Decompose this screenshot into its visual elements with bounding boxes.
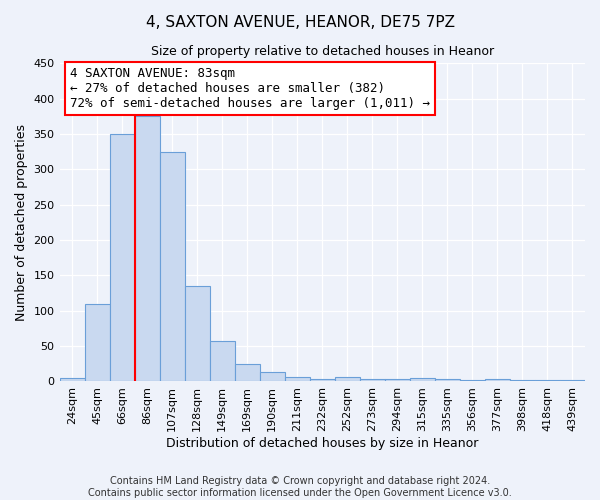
Text: 4 SAXTON AVENUE: 83sqm
← 27% of detached houses are smaller (382)
72% of semi-de: 4 SAXTON AVENUE: 83sqm ← 27% of detached… xyxy=(70,66,430,110)
Bar xyxy=(435,378,460,382)
Bar xyxy=(335,377,360,382)
Bar xyxy=(134,116,160,382)
Bar xyxy=(285,377,310,382)
Bar xyxy=(85,304,110,382)
Bar xyxy=(510,380,535,382)
Bar xyxy=(185,286,209,382)
X-axis label: Distribution of detached houses by size in Heanor: Distribution of detached houses by size … xyxy=(166,437,478,450)
Bar xyxy=(260,372,285,382)
Title: Size of property relative to detached houses in Heanor: Size of property relative to detached ho… xyxy=(151,45,494,58)
Y-axis label: Number of detached properties: Number of detached properties xyxy=(15,124,28,321)
Bar xyxy=(59,378,85,382)
Bar xyxy=(160,152,185,382)
Bar xyxy=(310,378,335,382)
Bar xyxy=(209,341,235,382)
Bar xyxy=(535,380,560,382)
Bar xyxy=(360,378,385,382)
Bar xyxy=(485,380,510,382)
Bar xyxy=(385,378,410,382)
Text: Contains HM Land Registry data © Crown copyright and database right 2024.
Contai: Contains HM Land Registry data © Crown c… xyxy=(88,476,512,498)
Text: 4, SAXTON AVENUE, HEANOR, DE75 7PZ: 4, SAXTON AVENUE, HEANOR, DE75 7PZ xyxy=(146,15,455,30)
Bar xyxy=(110,134,134,382)
Bar xyxy=(410,378,435,382)
Bar xyxy=(235,364,260,382)
Bar xyxy=(460,380,485,382)
Bar xyxy=(560,380,585,382)
